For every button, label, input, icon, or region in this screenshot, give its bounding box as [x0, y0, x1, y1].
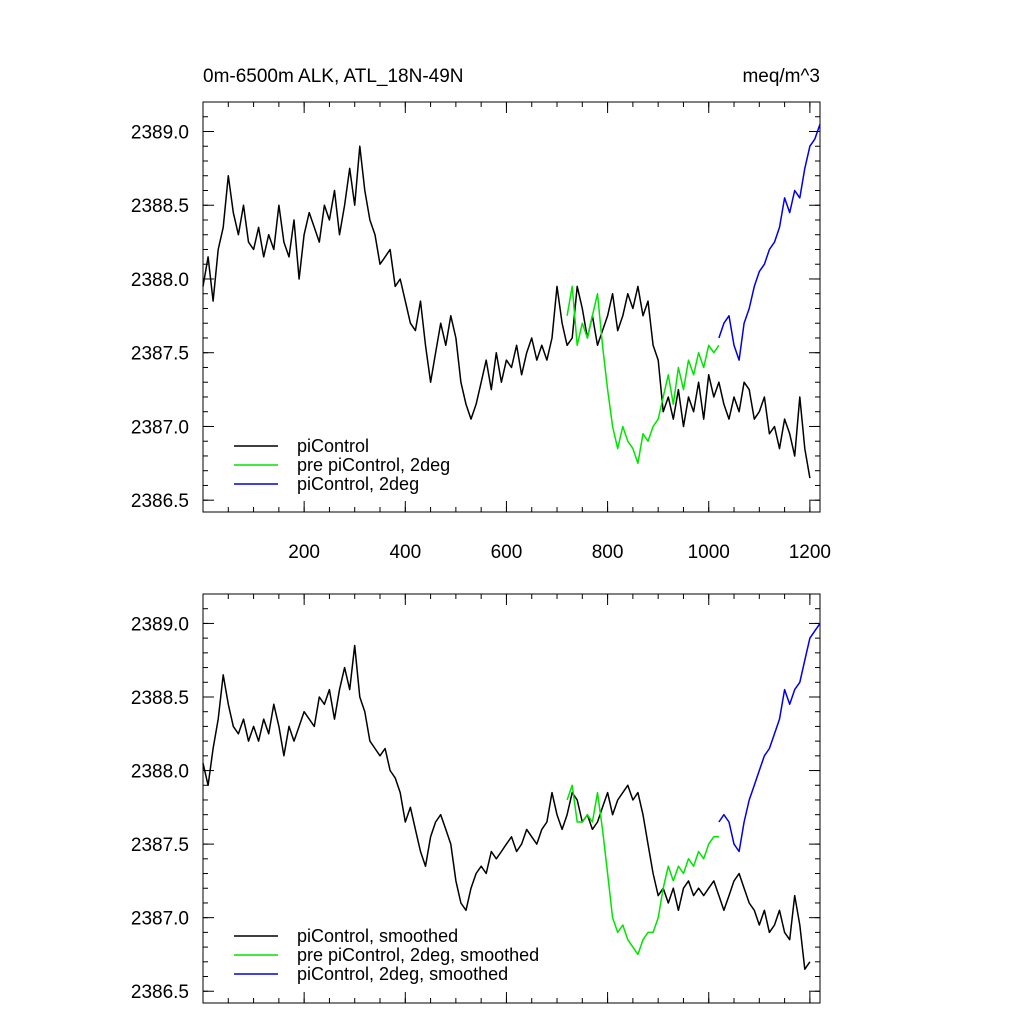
bottom-panel: 2386.5 2387.0 2387.5 2388.0 2388.5 2389.0 piCo… [131, 593, 821, 1004]
legend-label: piControl, 2deg [297, 474, 419, 494]
y-tick-label: 2389.0 [131, 122, 189, 143]
legend-label: piControl [297, 436, 369, 456]
series-line-1 [566, 784, 719, 956]
y-tick-label: 2386.5 [131, 982, 189, 1003]
y-tick-label: 2388.0 [131, 270, 189, 291]
plot-frame [202, 593, 821, 1004]
x-tick-label: 1200 [789, 542, 831, 563]
y-tick-label: 2387.5 [131, 344, 189, 365]
y-tick-label: 2387.0 [131, 909, 189, 930]
y-tick-label: 2387.0 [131, 417, 189, 438]
y-tick-label: 2388.0 [131, 762, 189, 783]
top-panel: 2386.5 2387.0 2387.5 2388.0 2388.5 2389.0 200 4… [131, 101, 831, 563]
y-tick-label: 2387.5 [131, 835, 189, 856]
x-tick-label: 800 [592, 542, 624, 563]
x-tick-label: 600 [491, 542, 523, 563]
chart-header-right: meq/m^3 [742, 66, 820, 87]
plot-frame [202, 101, 821, 513]
legend-label: piControl, smoothed [297, 926, 458, 946]
series-line-2 [718, 123, 821, 361]
series-line-0 [202, 145, 811, 479]
x-tick-label: 200 [288, 542, 320, 563]
y-tick-label: 2388.5 [131, 688, 189, 709]
legend-label: piControl, 2deg, smoothed [297, 964, 508, 984]
y-tick-label: 2388.5 [131, 196, 189, 217]
series-line-0 [202, 644, 811, 970]
series-line-2 [718, 622, 821, 853]
series-line-1 [566, 285, 720, 465]
y-tick-label: 2386.5 [131, 491, 189, 512]
y-tick-label: 2389.0 [131, 614, 189, 635]
chart-header-left: 0m-6500m ALK, ATL_18N-49N [203, 66, 464, 87]
legend-label: pre piControl, 2deg, smoothed [297, 945, 539, 965]
x-tick-label: 1000 [688, 542, 730, 563]
x-tick-label: 400 [389, 542, 421, 563]
legend-label: pre piControl, 2deg [297, 455, 450, 475]
